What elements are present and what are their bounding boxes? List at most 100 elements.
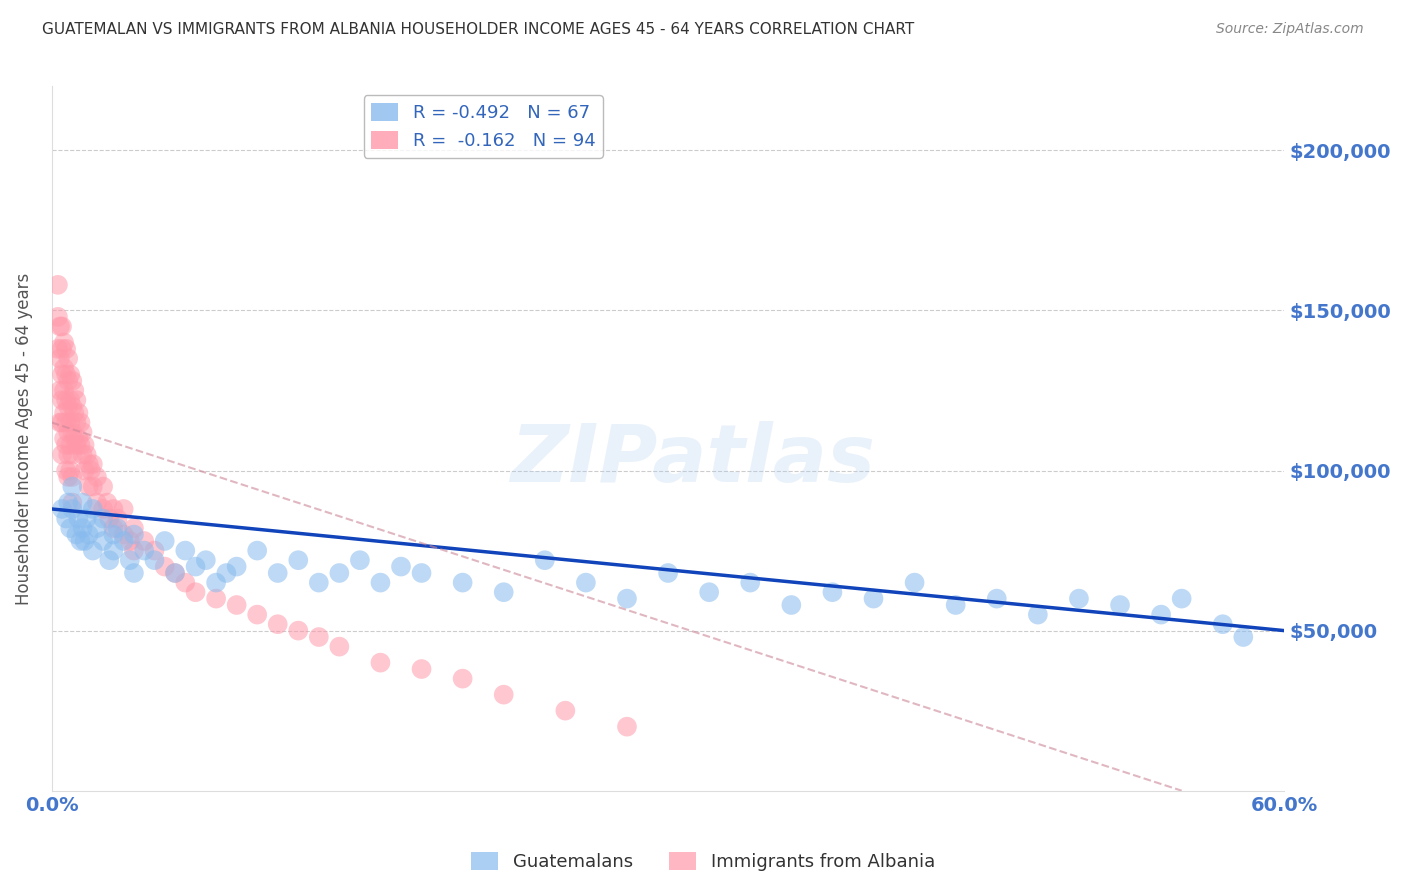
Point xyxy=(122,566,145,580)
Point xyxy=(59,464,82,478)
Point xyxy=(65,527,87,541)
Point xyxy=(73,464,96,478)
Point xyxy=(55,511,77,525)
Point xyxy=(86,495,108,509)
Point xyxy=(53,432,76,446)
Point xyxy=(98,553,121,567)
Point xyxy=(103,527,125,541)
Point xyxy=(91,502,114,516)
Point xyxy=(53,361,76,376)
Point xyxy=(194,553,217,567)
Point xyxy=(53,335,76,350)
Point xyxy=(51,368,73,382)
Point xyxy=(370,656,392,670)
Point xyxy=(349,553,371,567)
Point xyxy=(67,432,90,446)
Point xyxy=(163,566,186,580)
Point xyxy=(80,464,103,478)
Point xyxy=(328,566,350,580)
Point xyxy=(69,438,91,452)
Point xyxy=(657,566,679,580)
Point xyxy=(1067,591,1090,606)
Point xyxy=(184,559,207,574)
Point xyxy=(134,543,156,558)
Point xyxy=(60,495,83,509)
Point xyxy=(153,559,176,574)
Point xyxy=(56,470,79,484)
Point xyxy=(55,393,77,408)
Point xyxy=(59,521,82,535)
Point xyxy=(53,384,76,398)
Point xyxy=(103,502,125,516)
Point xyxy=(51,319,73,334)
Point xyxy=(112,502,135,516)
Point xyxy=(143,543,166,558)
Point xyxy=(59,368,82,382)
Point xyxy=(1232,630,1254,644)
Point xyxy=(112,527,135,541)
Point xyxy=(56,495,79,509)
Point xyxy=(60,502,83,516)
Point xyxy=(46,277,69,292)
Point xyxy=(59,416,82,430)
Point xyxy=(134,533,156,548)
Point xyxy=(492,585,515,599)
Point xyxy=(205,575,228,590)
Point xyxy=(49,384,72,398)
Point xyxy=(72,495,94,509)
Legend: Guatemalans, Immigrants from Albania: Guatemalans, Immigrants from Albania xyxy=(464,845,942,879)
Point xyxy=(1170,591,1192,606)
Point xyxy=(389,559,412,574)
Point xyxy=(328,640,350,654)
Point xyxy=(55,368,77,382)
Point xyxy=(69,533,91,548)
Legend: R = -0.492   N = 67, R =  -0.162   N = 94: R = -0.492 N = 67, R = -0.162 N = 94 xyxy=(364,95,603,158)
Point xyxy=(1212,617,1234,632)
Point xyxy=(60,448,83,462)
Point xyxy=(697,585,720,599)
Point xyxy=(246,543,269,558)
Point xyxy=(91,479,114,493)
Point xyxy=(77,479,100,493)
Point xyxy=(174,575,197,590)
Point xyxy=(69,416,91,430)
Point xyxy=(1109,598,1132,612)
Point xyxy=(451,672,474,686)
Y-axis label: Householder Income Ages 45 - 64 years: Householder Income Ages 45 - 64 years xyxy=(15,272,32,605)
Point xyxy=(76,511,98,525)
Point xyxy=(63,384,86,398)
Point xyxy=(98,511,121,525)
Point xyxy=(73,533,96,548)
Point xyxy=(122,527,145,541)
Point xyxy=(107,511,129,525)
Point xyxy=(73,438,96,452)
Point xyxy=(91,533,114,548)
Point xyxy=(51,416,73,430)
Point xyxy=(122,543,145,558)
Point xyxy=(49,416,72,430)
Point xyxy=(56,374,79,388)
Point xyxy=(184,585,207,599)
Point xyxy=(153,533,176,548)
Point xyxy=(63,406,86,420)
Point xyxy=(67,406,90,420)
Point xyxy=(51,342,73,356)
Text: ZIPatlas: ZIPatlas xyxy=(510,421,875,499)
Point xyxy=(67,511,90,525)
Point xyxy=(107,521,129,535)
Point xyxy=(53,406,76,420)
Text: Source: ZipAtlas.com: Source: ZipAtlas.com xyxy=(1216,22,1364,37)
Point xyxy=(118,533,141,548)
Point xyxy=(118,553,141,567)
Point xyxy=(986,591,1008,606)
Point xyxy=(246,607,269,622)
Point xyxy=(287,624,309,638)
Point xyxy=(46,310,69,324)
Point xyxy=(56,351,79,366)
Point xyxy=(903,575,925,590)
Point xyxy=(65,416,87,430)
Point xyxy=(112,533,135,548)
Text: GUATEMALAN VS IMMIGRANTS FROM ALBANIA HOUSEHOLDER INCOME AGES 45 - 64 YEARS CORR: GUATEMALAN VS IMMIGRANTS FROM ALBANIA HO… xyxy=(42,22,914,37)
Point xyxy=(55,342,77,356)
Point xyxy=(56,448,79,462)
